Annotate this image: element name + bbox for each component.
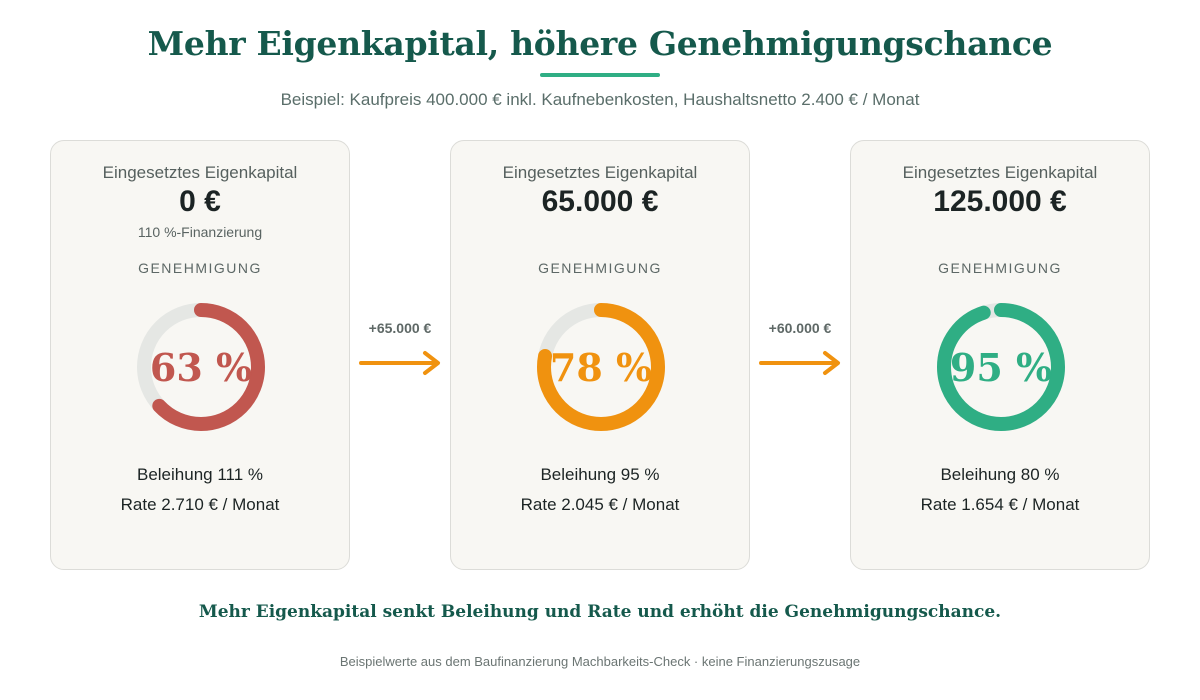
scenario-card-2: Eingesetztes Eigenkapital 125.000 € GENE… <box>850 140 1150 570</box>
step-1: +60.000 € <box>755 320 845 376</box>
step-0: +65.000 € <box>355 320 445 376</box>
loan-to-value: Beleihung 80 % <box>940 465 1060 484</box>
scenario-card-1: Eingesetztes Eigenkapital 65.000 € GENEH… <box>450 140 750 570</box>
arrow-right-icon <box>759 351 840 375</box>
title-underline <box>540 73 660 77</box>
equity-label: Eingesetztes Eigenkapital <box>102 163 298 182</box>
scenario-card-0: Eingesetztes Eigenkapital 0 € 110 %-Fina… <box>50 140 350 570</box>
donut-arc <box>137 303 265 431</box>
approval-donut: 78 % <box>535 301 667 433</box>
equity-value: 125.000 € <box>933 185 1067 218</box>
approval-label: GENEHMIGUNG <box>538 260 662 276</box>
approval-donut: 95 % <box>935 301 1067 433</box>
approval-percent: 78 % <box>549 344 653 390</box>
donut-arc <box>537 303 665 431</box>
donut-arc <box>937 303 1065 431</box>
approval-donut: 63 % <box>135 301 267 433</box>
loan-to-value: Beleihung 111 % <box>136 465 264 484</box>
step-label: +60.000 € <box>768 320 832 336</box>
approval-percent: 95 % <box>949 344 1053 390</box>
financing-note: 110 %-Finanzierung <box>137 224 263 240</box>
approval-label: GENEHMIGUNG <box>138 260 262 276</box>
monthly-rate: Rate 2.710 € / Monat <box>120 495 280 514</box>
arrow-right-icon <box>359 351 440 375</box>
monthly-rate: Rate 1.654 € / Monat <box>920 495 1080 514</box>
loan-to-value: Beleihung 95 % <box>540 465 660 484</box>
monthly-rate: Rate 2.045 € / Monat <box>520 495 680 514</box>
equity-value: 0 € <box>179 185 221 218</box>
approval-percent: 63 % <box>149 344 253 390</box>
equity-label: Eingesetztes Eigenkapital <box>902 163 1098 182</box>
footnote: Beispielwerte aus dem Baufinanzierung Ma… <box>339 654 861 669</box>
equity-value: 65.000 € <box>541 185 659 218</box>
conclusion-text: Mehr Eigenkapital senkt Beleihung und Ra… <box>198 602 1002 622</box>
page-subtitle: Beispiel: Kaufpreis 400.000 € inkl. Kauf… <box>280 90 920 109</box>
step-label: +65.000 € <box>368 320 432 336</box>
page-title: Mehr Eigenkapital, höhere Genehmigungsch… <box>147 24 1053 63</box>
approval-label: GENEHMIGUNG <box>938 260 1062 276</box>
equity-label: Eingesetztes Eigenkapital <box>502 163 698 182</box>
